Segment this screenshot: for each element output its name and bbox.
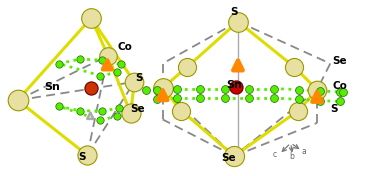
Point xyxy=(88,17,94,20)
Point xyxy=(317,99,323,102)
Point xyxy=(116,107,122,109)
Point xyxy=(99,59,105,61)
Point xyxy=(296,88,302,91)
Point xyxy=(128,112,134,115)
Text: Co: Co xyxy=(118,42,132,52)
Point xyxy=(56,105,62,108)
Point xyxy=(271,87,277,90)
Point xyxy=(197,97,203,100)
Point xyxy=(317,90,323,92)
Point xyxy=(231,155,237,158)
Point xyxy=(246,87,252,90)
Point xyxy=(143,88,149,91)
Point xyxy=(84,154,90,157)
Point xyxy=(337,100,343,103)
Point xyxy=(271,97,277,100)
Point xyxy=(15,99,21,102)
Point xyxy=(340,91,346,94)
Point xyxy=(174,87,180,90)
Text: Se: Se xyxy=(131,104,145,114)
Point xyxy=(197,87,203,90)
Text: S: S xyxy=(78,152,85,162)
Text: a: a xyxy=(302,147,307,156)
Point xyxy=(154,88,160,91)
Point xyxy=(132,80,138,83)
Point xyxy=(56,62,62,65)
Text: b: b xyxy=(289,152,294,161)
Point xyxy=(105,54,111,57)
Text: Se: Se xyxy=(221,153,236,163)
Point xyxy=(222,87,228,90)
Point xyxy=(222,97,228,100)
Point xyxy=(77,109,83,112)
Point xyxy=(98,119,104,122)
Point xyxy=(118,63,124,66)
Point xyxy=(77,58,83,61)
Point xyxy=(174,97,180,100)
Point xyxy=(296,98,302,101)
Point xyxy=(295,109,301,112)
Point xyxy=(115,71,121,74)
Point xyxy=(154,98,160,101)
Point xyxy=(160,87,166,89)
Point xyxy=(115,115,121,117)
Text: S: S xyxy=(231,7,238,17)
Point xyxy=(233,86,239,89)
Text: c: c xyxy=(273,150,277,159)
Point xyxy=(88,87,94,89)
Point xyxy=(184,66,190,68)
Text: S: S xyxy=(136,73,143,83)
Point xyxy=(99,110,105,112)
Point xyxy=(314,88,320,91)
Point xyxy=(98,74,104,77)
Point xyxy=(235,20,241,23)
Point xyxy=(337,90,343,93)
Text: Co: Co xyxy=(332,81,347,91)
Text: Sn: Sn xyxy=(44,82,60,92)
Point xyxy=(291,66,297,68)
Text: Se: Se xyxy=(332,56,347,65)
Point xyxy=(178,109,184,112)
Text: Sn: Sn xyxy=(227,80,243,90)
Text: S: S xyxy=(330,104,338,114)
Point xyxy=(246,97,252,100)
